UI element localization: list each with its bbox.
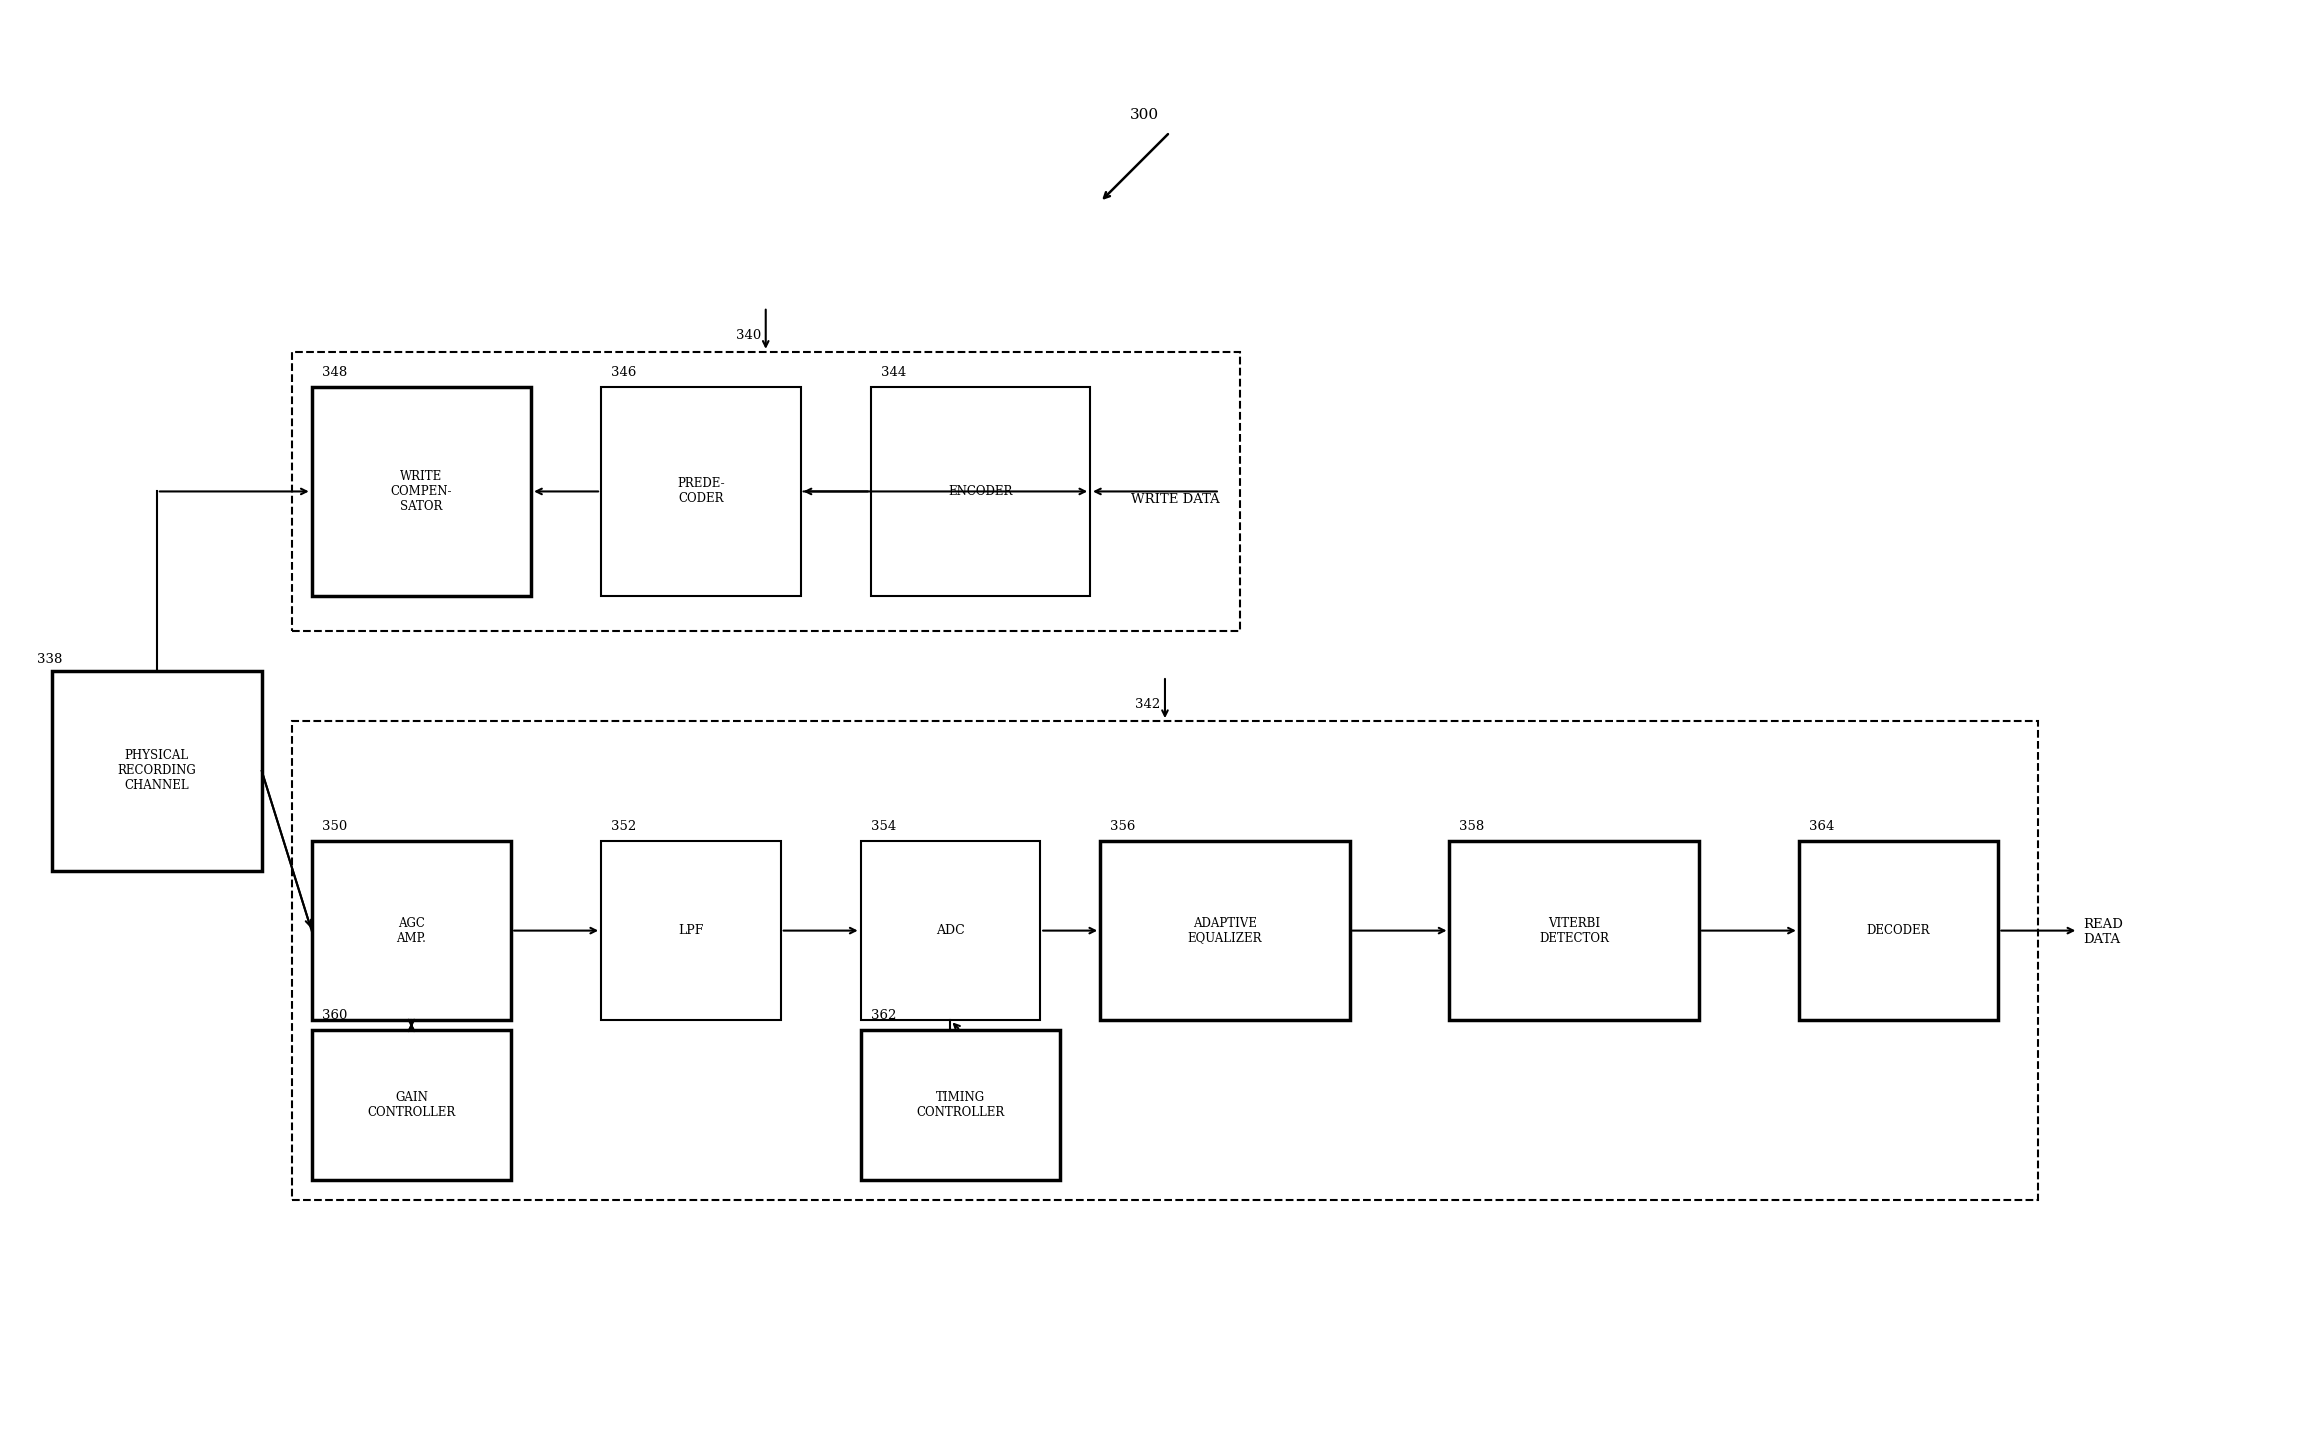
Text: 344: 344 (880, 366, 905, 379)
Bar (861, 1030, 1061, 1180)
Text: PREDE-
CODER: PREDE- CODER (678, 477, 724, 505)
Text: 300: 300 (1130, 109, 1160, 122)
Text: 346: 346 (611, 366, 636, 379)
Bar (1799, 840, 1998, 1020)
Text: 354: 354 (871, 820, 896, 833)
Text: DECODER: DECODER (1867, 924, 1929, 937)
Text: ADC: ADC (935, 924, 965, 937)
Bar (1100, 840, 1351, 1020)
Bar (602, 840, 781, 1020)
Text: 348: 348 (322, 366, 347, 379)
Text: 364: 364 (1808, 820, 1833, 833)
Text: ADAPTIVE
EQUALIZER: ADAPTIVE EQUALIZER (1188, 917, 1261, 945)
Text: ENCODER: ENCODER (949, 485, 1013, 498)
Bar (292, 721, 2037, 1200)
Text: 360: 360 (322, 1010, 347, 1023)
Bar (602, 386, 802, 596)
Bar (871, 386, 1091, 596)
Text: READ
DATA: READ DATA (2083, 917, 2122, 946)
Text: 338: 338 (37, 653, 62, 666)
Text: 352: 352 (611, 820, 636, 833)
Text: 356: 356 (1109, 820, 1135, 833)
Text: PHYSICAL
RECORDING
CHANNEL: PHYSICAL RECORDING CHANNEL (117, 749, 195, 792)
Bar (53, 672, 262, 871)
Bar (312, 840, 512, 1020)
Text: 350: 350 (322, 820, 347, 833)
Text: AGC
AMP.: AGC AMP. (397, 917, 427, 945)
Bar (1449, 840, 1700, 1020)
Bar (312, 1030, 512, 1180)
Text: LPF: LPF (678, 924, 703, 937)
Text: 340: 340 (735, 329, 760, 342)
Bar (861, 840, 1041, 1020)
Bar (292, 351, 1240, 631)
Text: 358: 358 (1459, 820, 1484, 833)
Text: WRITE
COMPEN-
SATOR: WRITE COMPEN- SATOR (390, 470, 453, 514)
Text: TIMING
CONTROLLER: TIMING CONTROLLER (917, 1091, 1004, 1119)
Text: VITERBI
DETECTOR: VITERBI DETECTOR (1539, 917, 1610, 945)
Text: 362: 362 (871, 1010, 896, 1023)
Bar (312, 386, 531, 596)
Text: GAIN
CONTROLLER: GAIN CONTROLLER (368, 1091, 455, 1119)
Text: 342: 342 (1135, 698, 1160, 711)
Text: WRITE DATA: WRITE DATA (1130, 493, 1220, 506)
